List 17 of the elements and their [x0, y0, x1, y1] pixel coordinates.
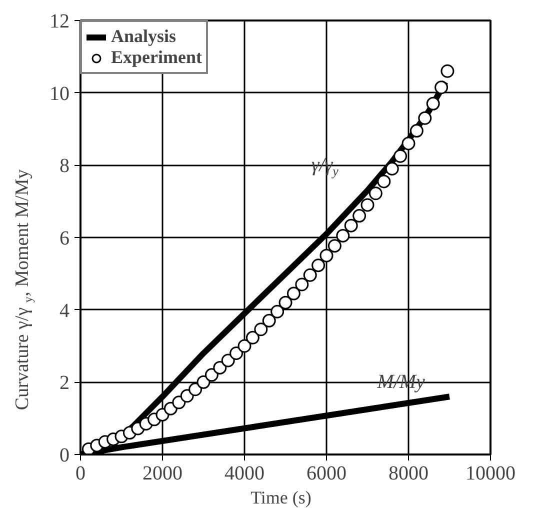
- y-tick-label: 4: [60, 300, 70, 322]
- x-tick-label: 2000: [142, 462, 182, 484]
- y-tick-label: 10: [50, 82, 70, 105]
- y-tick-label: 0: [60, 444, 70, 466]
- y-tick-label: 12: [50, 10, 70, 32]
- x-tick-label: 8000: [388, 462, 428, 484]
- y-tick-label: 6: [60, 228, 70, 250]
- y-tick-label: 8: [60, 155, 70, 178]
- legend-label: Experiment: [111, 47, 202, 68]
- legend-label: Analysis: [111, 26, 176, 47]
- y-tick-label: 2: [60, 372, 70, 394]
- x-axis-title: Time (s): [250, 488, 312, 508]
- x-tick-label: 4000: [224, 462, 264, 484]
- x-tick-label: 0: [76, 462, 86, 484]
- y-axis-title: Curvature γ/γy, Moment M/My: [12, 168, 36, 410]
- x-tick-label: 6000: [306, 462, 346, 484]
- x-tick-label: 10000: [466, 462, 516, 484]
